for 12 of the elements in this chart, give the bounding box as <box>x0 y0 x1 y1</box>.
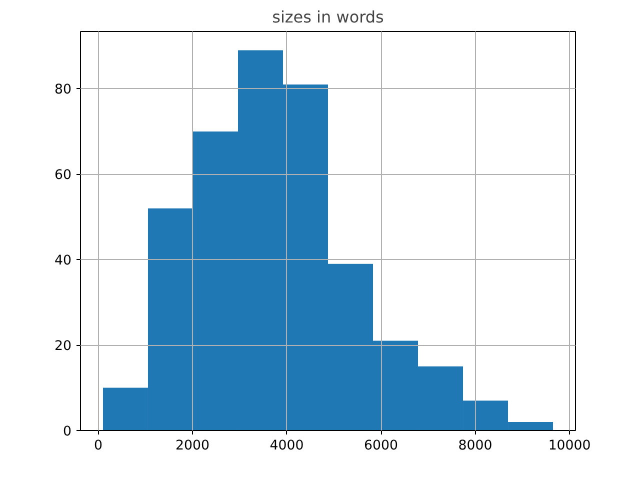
y-tick-label: 80 <box>54 82 72 98</box>
x-tick-label: 2000 <box>176 438 210 454</box>
x-tick-label: 0 <box>94 438 103 454</box>
x-tick-label: 8000 <box>458 438 492 454</box>
y-tick-label: 20 <box>54 339 72 354</box>
y-tick-label: 0 <box>63 424 72 440</box>
chart-title: sizes in words <box>272 8 384 26</box>
y-tick-label: 40 <box>54 254 72 269</box>
x-tick-label: 6000 <box>364 438 398 454</box>
x-tick-label: 4000 <box>270 438 304 454</box>
x-tick-label: 10000 <box>548 438 591 454</box>
y-tick-label: 60 <box>54 168 72 184</box>
